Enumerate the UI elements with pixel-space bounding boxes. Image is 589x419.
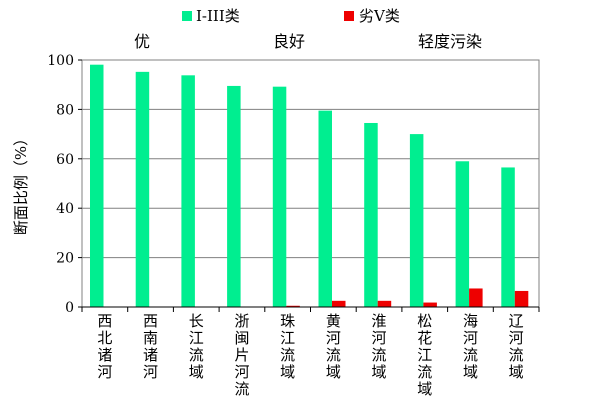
bars	[90, 64, 529, 308]
bar-i-iii	[409, 134, 424, 307]
y-axis-label: 断面比例（%）	[12, 131, 30, 235]
annotation-good: 良好	[273, 32, 305, 51]
y-tick-label: 20	[56, 251, 74, 267]
bar-i-iii	[181, 75, 195, 308]
bar-i-iii	[455, 161, 470, 307]
bar-v	[377, 300, 392, 307]
bar-i-iii	[364, 122, 378, 307]
bar-i-iii	[501, 167, 515, 307]
bar-v	[332, 300, 346, 307]
x-tick-label: 黄河流域	[326, 312, 341, 381]
y-axis-ticks: 0 20 40 60 80 100	[47, 53, 82, 316]
bar-i-iii	[90, 64, 104, 308]
gridlines	[82, 108, 539, 259]
bar-v	[423, 302, 437, 307]
y-tick-label: 40	[56, 201, 74, 217]
x-tick-label: 辽河流域	[509, 312, 524, 381]
bar-i-iii	[318, 110, 332, 307]
y-tick-label: 0	[65, 300, 74, 316]
x-tick-label: 淮河流域	[372, 312, 387, 381]
y-tick-label: 80	[56, 102, 74, 118]
x-axis-ticks: 西北诸河 西南诸河 长江流域 浙闽片河流 珠江流域 黄河流域 淮河流域 松花江流域 海河流域 辽河…	[81, 306, 540, 398]
x-tick-label: 浙闽片河流	[234, 312, 249, 398]
x-tick-label: 海河流域	[463, 312, 478, 381]
plot-area	[81, 59, 540, 308]
legend: I-III类 劣V类	[182, 7, 400, 25]
y-tick-label: 60	[56, 152, 74, 168]
annotation-excellent: 优	[134, 32, 150, 51]
legend-label-i-iii: I-III类	[196, 7, 240, 25]
legend-swatch-i-iii	[182, 11, 192, 21]
x-tick-label: 西北诸河	[97, 312, 112, 381]
legend-swatch-v	[344, 11, 354, 21]
annotation-light-pollution: 轻度污染	[418, 32, 482, 51]
legend-label-v: 劣V类	[359, 7, 400, 25]
bar-i-iii	[227, 85, 241, 307]
bar-i-iii	[135, 71, 150, 307]
bar-v	[469, 288, 483, 307]
y-tick-label: 100	[47, 53, 74, 69]
bar-v	[514, 290, 529, 307]
x-tick-label: 松花江流域	[417, 312, 432, 398]
x-tick-label: 西南诸河	[143, 312, 158, 381]
bar-i-iii	[272, 86, 287, 308]
x-tick-label: 长江流域	[189, 312, 204, 381]
x-tick-label: 珠江流域	[280, 312, 295, 381]
bar-v	[286, 305, 300, 307]
